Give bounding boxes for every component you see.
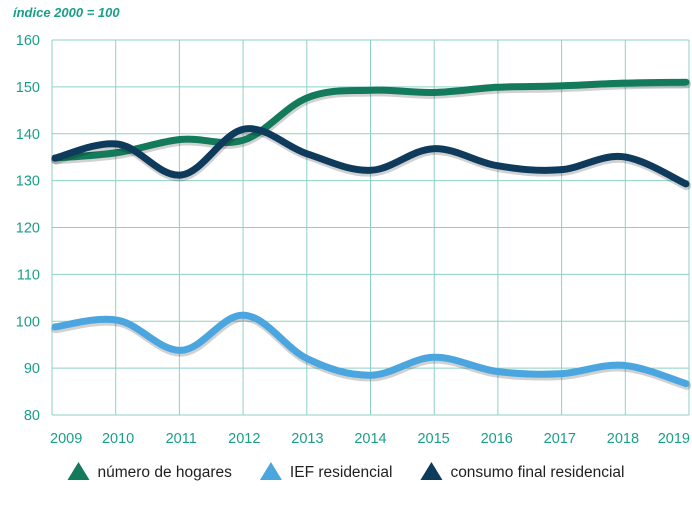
series-line-consumo-final-residencial — [51, 125, 690, 188]
y-tick-label: 80 — [24, 408, 40, 424]
legend-item: número de hogares — [67, 462, 233, 481]
chart-subtitle: índice 2000 = 100 — [13, 5, 120, 20]
x-tick-label: 2016 — [481, 431, 513, 447]
series-lines — [51, 78, 692, 390]
x-tick-label: 2014 — [354, 431, 386, 447]
y-tick-label: 110 — [17, 267, 40, 283]
x-tick-label: 2019 — [658, 431, 690, 447]
legend-marker-triangle — [420, 462, 443, 480]
x-tick-label: 2018 — [607, 431, 639, 447]
y-tick-label: 120 — [16, 221, 40, 237]
legend: número de hogares IEF residencial consumo … — [67, 462, 624, 481]
legend-label: número de hogares — [98, 464, 233, 481]
grid — [51, 39, 690, 416]
x-tick-label: 2011 — [166, 431, 197, 447]
x-tick-label: 2013 — [291, 431, 323, 447]
legend-item: consumo final residencial — [420, 462, 624, 481]
x-tick-label: 2010 — [102, 431, 134, 447]
y-tick-label: 130 — [16, 174, 40, 190]
legend-label: consumo final residencial — [450, 464, 624, 481]
legend-marker-triangle — [259, 462, 282, 480]
y-tick-label: 160 — [16, 33, 40, 49]
x-axis-ticks: 2009 2010 2011 2012 2013 2014 2015 2016 2017 2018… — [50, 431, 690, 447]
y-tick-label: 100 — [16, 314, 40, 330]
legend-label: IEF residencial — [290, 464, 393, 481]
x-tick-label: 2009 — [50, 431, 82, 447]
legend-item: IEF residencial — [259, 462, 393, 481]
x-tick-label: 2012 — [228, 431, 260, 447]
series-line-ief-residencial — [51, 311, 690, 388]
y-axis-ticks: 160 150 140 130 120 110 100 90 80 — [16, 33, 40, 424]
series-line-numero-de-hogares — [51, 78, 690, 162]
y-tick-label: 90 — [24, 361, 40, 377]
x-tick-label: 2017 — [544, 431, 576, 447]
y-tick-label: 140 — [16, 127, 40, 143]
x-tick-label: 2015 — [417, 431, 449, 447]
y-tick-label: 150 — [16, 80, 40, 96]
legend-marker-triangle — [67, 462, 90, 480]
